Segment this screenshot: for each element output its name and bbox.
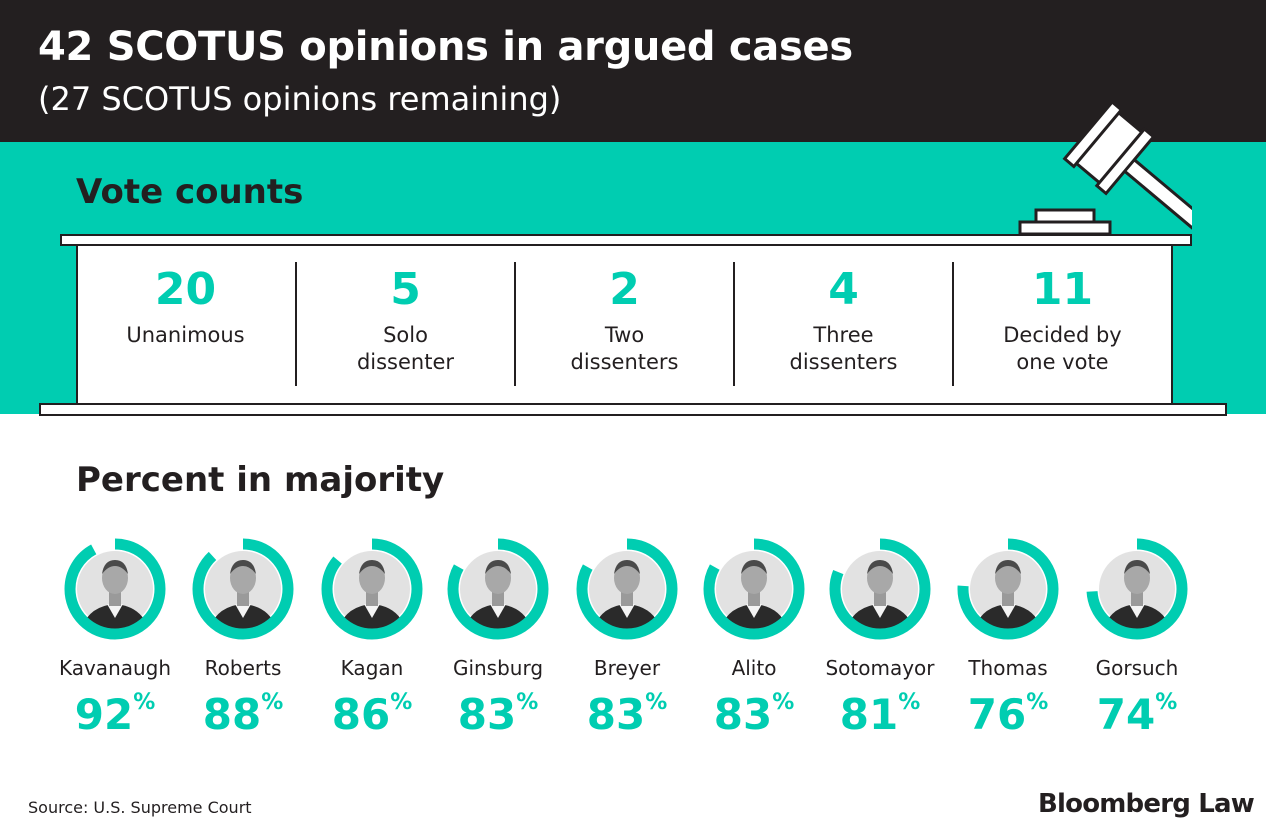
majority-ring (447, 538, 549, 640)
majority-heading: Percent in majority (76, 460, 445, 500)
percent-symbol: % (516, 690, 539, 715)
percent-symbol: % (1155, 690, 1178, 715)
justice-card: Alito 83% (690, 534, 818, 739)
justice-percent: 86% (308, 690, 436, 739)
vote-count-cell: 20 Unanimous (76, 262, 295, 386)
source-note: Source: U.S. Supreme Court (28, 798, 252, 817)
majority-ring (703, 538, 805, 640)
vote-count-label: Three dissenters (789, 323, 898, 374)
page-subtitle: (27 SCOTUS opinions remaining) (38, 80, 562, 118)
justice-portrait (205, 551, 281, 630)
justice-percent-value: 83 (457, 690, 517, 739)
vote-count-label: Decided by one vote (1003, 323, 1122, 374)
vote-count-label: Two dissenters (570, 323, 679, 374)
justice-card: Sotomayor 81% (816, 534, 944, 739)
justice-percent-value: 88 (202, 690, 262, 739)
justice-portrait (1099, 551, 1175, 630)
percent-symbol: % (390, 690, 413, 715)
justice-percent: 83% (563, 690, 691, 739)
justice-card: Kagan 86% (308, 534, 436, 739)
vote-counts-heading: Vote counts (76, 172, 304, 212)
gavel-icon (1018, 99, 1192, 236)
vote-count-value: 20 (154, 264, 217, 315)
page-title: 42 SCOTUS opinions in argued cases (38, 24, 853, 70)
majority-ring (829, 538, 931, 640)
vote-count-label: Solo dissenter (356, 323, 455, 374)
vote-count-value: 2 (609, 264, 640, 315)
justice-portrait (334, 551, 410, 630)
vote-count-value: 4 (828, 264, 859, 315)
percent-symbol: % (133, 690, 156, 715)
justice-percent-value: 83 (586, 690, 646, 739)
justice-card: Kavanaugh 92% (51, 534, 179, 739)
justice-percent-value: 86 (331, 690, 391, 739)
percent-symbol: % (1026, 690, 1049, 715)
justice-card: Gorsuch 74% (1073, 534, 1201, 739)
justice-name: Ginsburg (452, 656, 544, 680)
justice-percent-value: 92 (74, 690, 134, 739)
vote-count-cell: 2 Two dissenters (514, 262, 733, 386)
majority-arc (64, 538, 166, 640)
percent-symbol: % (772, 690, 795, 715)
justice-percent: 88% (179, 690, 307, 739)
justice-portrait (716, 551, 792, 630)
justice-card: Ginsburg 83% (434, 534, 562, 739)
majority-arc (703, 538, 805, 640)
justice-percent: 92% (51, 690, 179, 739)
majority-ring (957, 538, 1059, 640)
percent-symbol: % (898, 690, 921, 715)
justice-percent: 81% (816, 690, 944, 739)
justice-name: Kagan (340, 656, 404, 680)
vote-count-value: 11 (1031, 264, 1094, 315)
justice-name: Roberts (204, 656, 282, 680)
justice-percent-value: 81 (839, 690, 899, 739)
justice-card: Roberts 88% (179, 534, 307, 739)
justice-portrait (77, 551, 153, 630)
majority-ring (576, 538, 678, 640)
majority-ring (192, 538, 294, 640)
vote-count-cell: 5 Solo dissenter (295, 262, 514, 386)
vote-count-label: Unanimous (126, 323, 245, 347)
percent-symbol: % (645, 690, 668, 715)
bench-top (60, 234, 1192, 246)
majority-ring (64, 538, 166, 640)
majority-arc (321, 538, 423, 640)
majority-arc (447, 538, 549, 640)
justice-name: Sotomayor (825, 656, 935, 680)
justice-name: Gorsuch (1095, 656, 1179, 680)
justice-card: Breyer 83% (563, 534, 691, 739)
justice-card: Thomas 76% (944, 534, 1072, 739)
justice-portrait (842, 551, 918, 630)
justice-percent-value: 83 (713, 690, 773, 739)
justice-portrait (589, 551, 665, 630)
justice-name: Breyer (593, 656, 661, 680)
bench-panel (76, 246, 1173, 404)
justice-percent: 74% (1073, 690, 1201, 739)
justice-percent: 76% (944, 690, 1072, 739)
header-banner: 42 SCOTUS opinions in argued cases (27 S… (0, 0, 1266, 142)
justice-name: Alito (731, 656, 777, 680)
justice-portrait (970, 551, 1046, 630)
justice-percent-value: 76 (967, 690, 1027, 739)
justice-portrait (460, 551, 536, 630)
justice-name: Thomas (968, 656, 1048, 680)
majority-arc (576, 538, 678, 640)
majority-arc (1086, 538, 1188, 640)
majority-ring (1086, 538, 1188, 640)
justice-percent: 83% (434, 690, 562, 739)
bench-base (39, 403, 1227, 416)
bloomberg-law-logo: Bloomberg Law (1038, 789, 1255, 819)
justice-name: Kavanaugh (58, 656, 172, 680)
vote-count-value: 5 (390, 264, 421, 315)
majority-arc (192, 538, 294, 640)
majority-ring (321, 538, 423, 640)
percent-symbol: % (261, 690, 284, 715)
justice-percent: 83% (690, 690, 818, 739)
majority-arc (829, 538, 931, 640)
vote-count-cell: 4 Three dissenters (733, 262, 952, 386)
majority-arc (957, 538, 1059, 640)
vote-count-cell: 11 Decided by one vote (952, 262, 1171, 386)
justice-percent-value: 74 (1096, 690, 1156, 739)
